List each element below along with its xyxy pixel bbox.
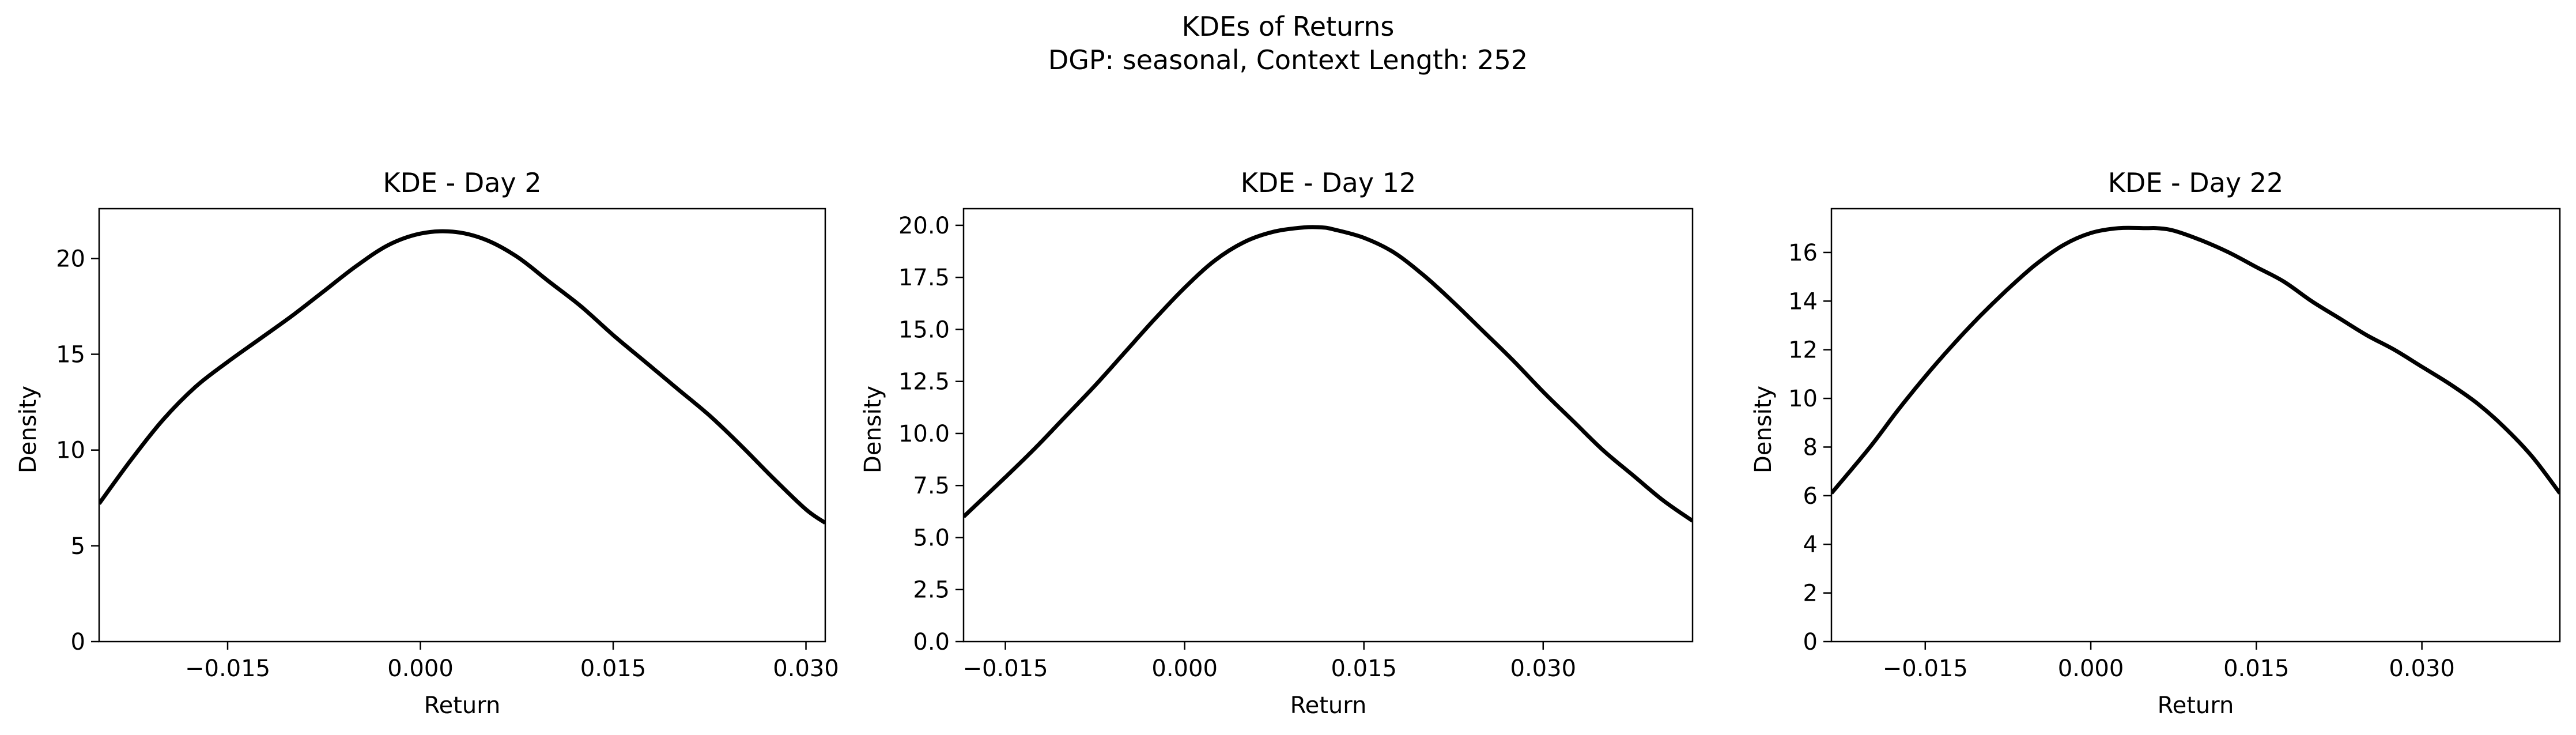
y-tick-label: 0 xyxy=(1803,629,1818,655)
figure-suptitle-line1: KDEs of Returns xyxy=(1182,11,1395,42)
kde-curve xyxy=(1831,225,2560,495)
panel-title: KDE - Day 22 xyxy=(2108,167,2283,198)
y-tick-label: 7.5 xyxy=(913,473,950,499)
y-tick-label: 5.0 xyxy=(913,525,950,551)
x-tick-label: −0.015 xyxy=(1883,655,1968,682)
panel-title: KDE - Day 12 xyxy=(1241,167,1416,198)
y-tick-label: 10.0 xyxy=(898,421,950,447)
y-tick-label: 15.0 xyxy=(898,316,950,343)
y-tick-label: 8 xyxy=(1803,434,1818,461)
x-tick-label: 0.030 xyxy=(1510,655,1577,682)
x-tick-label: 0.000 xyxy=(387,655,454,682)
x-tick-label: 0.000 xyxy=(1151,655,1218,682)
y-axis-label: Density xyxy=(860,386,886,473)
y-tick-label: 12.5 xyxy=(898,369,950,395)
x-axis-label: Return xyxy=(2158,692,2234,719)
kde-curve xyxy=(964,225,1693,523)
axes-frame xyxy=(1830,208,2561,643)
kde-panel-day-2: KDE - Day 2 Return Density −0.015 0.000 0.… xyxy=(15,167,839,719)
axes-frame xyxy=(962,208,1694,643)
y-tick-label: 15 xyxy=(56,342,85,368)
x-tick-label: 0.015 xyxy=(2223,655,2290,682)
kde-panel-day-12: KDE - Day 12 Return Density −0.015 0.000 0… xyxy=(860,167,1694,719)
x-tick-label: 0.000 xyxy=(2058,655,2124,682)
x-tick-label: 0.015 xyxy=(580,655,647,682)
panel-title: KDE - Day 2 xyxy=(383,167,541,198)
y-tick-label: 20.0 xyxy=(898,213,950,239)
y-tick-label: 10 xyxy=(1788,386,1818,412)
kde-panel-day-22: KDE - Day 22 Return Density −0.015 0.000 0… xyxy=(1750,167,2561,719)
y-tick-label: 2.5 xyxy=(913,577,950,604)
y-tick-label: 5 xyxy=(71,533,85,560)
x-tick-label: −0.015 xyxy=(185,655,270,682)
y-tick-label: 0.0 xyxy=(913,629,950,655)
y-tick-label: 14 xyxy=(1788,288,1818,315)
x-tick-label: 0.015 xyxy=(1331,655,1397,682)
y-tick-label: 12 xyxy=(1788,337,1818,364)
y-tick-label: 4 xyxy=(1803,532,1818,558)
x-tick-label: 0.030 xyxy=(773,655,839,682)
y-axis-label: Density xyxy=(1750,386,1777,473)
y-axis-label: Density xyxy=(15,386,41,473)
y-tick-label: 0 xyxy=(71,629,85,655)
y-tick-label: 17.5 xyxy=(898,265,950,291)
figure-suptitle-line2: DGP: seasonal, Context Length: 252 xyxy=(1048,44,1528,76)
kde-curve xyxy=(99,229,825,525)
y-tick-label: 6 xyxy=(1803,483,1818,510)
x-tick-label: −0.015 xyxy=(963,655,1048,682)
y-tick-label: 20 xyxy=(56,246,85,272)
y-tick-label: 16 xyxy=(1788,240,1818,266)
x-axis-label: Return xyxy=(1290,692,1367,719)
axes-frame xyxy=(98,208,826,643)
y-tick-label: 2 xyxy=(1803,581,1818,607)
x-tick-label: 0.030 xyxy=(2389,655,2455,682)
y-tick-label: 10 xyxy=(56,438,85,464)
x-axis-label: Return xyxy=(424,692,501,719)
